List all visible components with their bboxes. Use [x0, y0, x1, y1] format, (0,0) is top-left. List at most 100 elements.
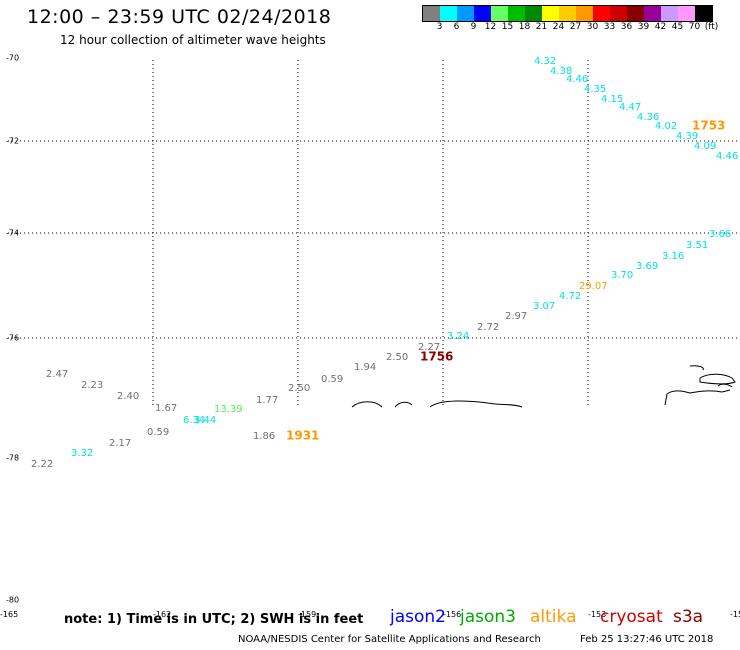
- longitude-label: -162: [153, 610, 171, 619]
- legend-s3a: s3a: [673, 607, 704, 627]
- scale-label: 18: [518, 22, 531, 32]
- coastline: [689, 365, 704, 371]
- scale-swatch: [661, 6, 678, 21]
- scale-label: 9: [470, 22, 477, 32]
- scale-label: 24: [552, 22, 565, 32]
- credit-line: NOAA/NESDIS Center for Satellite Applica…: [238, 634, 541, 645]
- wave-height-value: 4.38: [550, 66, 572, 77]
- scale-swatch: [423, 6, 440, 21]
- wave-height-value: 4.39: [676, 131, 698, 142]
- longitude-label: -159: [298, 610, 316, 619]
- latitude-label: -72: [6, 137, 19, 146]
- wave-height-value: 0.59: [147, 427, 169, 438]
- wave-height-value: 4.47: [619, 102, 641, 113]
- wave-height-value: 2.22: [31, 459, 53, 470]
- latitude-label: -70: [6, 54, 19, 63]
- wave-height-value: 4.02: [655, 121, 677, 132]
- legend-altika: altika: [530, 607, 577, 627]
- scale-swatch: [695, 6, 712, 21]
- scale-swatch: [491, 6, 508, 21]
- generated-timestamp: Feb 25 13:27:46 UTC 2018: [580, 634, 714, 645]
- wave-height-value: 4.46: [716, 151, 738, 162]
- wave-height-value: 4.09: [694, 141, 716, 152]
- wave-height-value: 3.70: [611, 270, 633, 281]
- scale-label: 15: [501, 22, 514, 32]
- scale-label: 30: [586, 22, 599, 32]
- pass-time-label: 1931: [286, 429, 319, 443]
- coastline: [664, 389, 731, 406]
- coastline: [717, 383, 733, 388]
- pass-time-label: 1753: [692, 119, 725, 133]
- latitude-label: -76: [6, 334, 19, 343]
- wave-height-value: 3.44: [194, 415, 216, 426]
- units-note: note: 1) Time is in UTC; 2) SWH is in fe…: [64, 612, 364, 627]
- scale-swatch: [457, 6, 474, 21]
- pass-time-label: 1756: [420, 350, 453, 364]
- longitude-label: -150: [730, 610, 740, 619]
- coastline: [351, 401, 383, 408]
- scale-swatch: [593, 6, 610, 21]
- scale-swatch: [542, 6, 559, 21]
- longitude-label: -165: [0, 610, 18, 619]
- scale-label: 21: [535, 22, 548, 32]
- wave-height-value: 2.23: [81, 380, 103, 391]
- scale-label: 36: [620, 22, 633, 32]
- scale-swatch: [627, 6, 644, 21]
- scale-label: 27: [569, 22, 582, 32]
- scale-label: 12: [484, 22, 497, 32]
- scale-swatch: [678, 6, 695, 21]
- scale-label: (ft): [704, 22, 719, 32]
- scale-label: 45: [671, 22, 684, 32]
- longitude-label: -156: [443, 610, 461, 619]
- wave-height-value: 1.94: [354, 362, 376, 373]
- latitude-label: -74: [6, 229, 19, 238]
- scale-label: 6: [453, 22, 460, 32]
- wave-height-value: 3.24: [447, 331, 469, 342]
- scale-swatch: [644, 6, 661, 21]
- wave-height-value: 6.34: [183, 415, 205, 426]
- wave-height-value: 2.97: [505, 311, 527, 322]
- map-title: 12:00 – 23:59 UTC 02/24/2018: [27, 6, 332, 28]
- wave-height-value: 13.39: [214, 404, 243, 415]
- wave-height-value: 2.27: [418, 342, 440, 353]
- scale-swatch: [474, 6, 491, 21]
- wave-height-value: 4.35: [584, 84, 606, 95]
- wave-height-value: 3.51: [686, 240, 708, 251]
- wave-height-value: 3.16: [662, 251, 684, 262]
- wave-height-value: 3.32: [71, 448, 93, 459]
- latitude-label: -78: [6, 454, 19, 463]
- wave-height-value: 4.15: [601, 94, 623, 105]
- wave-height-value: 1.86: [253, 431, 275, 442]
- wave-height-value: 2.17: [109, 438, 131, 449]
- scale-label: 3: [436, 22, 443, 32]
- scale-swatch: [440, 6, 457, 21]
- wave-height-value: 4.32: [534, 56, 556, 67]
- coastline: [429, 400, 523, 408]
- wave-height-value: 3.07: [533, 301, 555, 312]
- latitude-label: -80: [6, 596, 19, 605]
- coastline: [394, 401, 413, 408]
- wave-height-value: 3.69: [636, 261, 658, 272]
- scale-label: 70: [688, 22, 701, 32]
- wave-height-color-scale: [422, 5, 713, 22]
- longitude-label: -153: [588, 610, 606, 619]
- wave-height-value: 1.77: [256, 395, 278, 406]
- wave-height-value: 4.46: [566, 74, 588, 85]
- scale-swatch: [508, 6, 525, 21]
- wave-height-value: 29.07: [579, 281, 608, 292]
- scale-label: 33: [603, 22, 616, 32]
- wave-height-value: 4.72: [559, 291, 581, 302]
- wave-height-value: 1.67: [155, 403, 177, 414]
- wave-height-value: 0.59: [321, 374, 343, 385]
- coastline: [699, 373, 736, 385]
- legend-jason3: jason3: [460, 607, 516, 627]
- wave-height-value: 3.66: [709, 229, 731, 240]
- legend-cryosat: cryosat: [600, 607, 663, 627]
- legend-jason2: jason2: [390, 607, 446, 627]
- scale-label: 39: [637, 22, 650, 32]
- wave-height-scale-labels: 3 6 9 12 15 18 21 24 27 30 33 36 39 42 45 70 (ft): [422, 22, 740, 34]
- wave-height-value: 2.72: [477, 322, 499, 333]
- wave-height-value: 2.50: [386, 352, 408, 363]
- scale-swatch: [525, 6, 542, 21]
